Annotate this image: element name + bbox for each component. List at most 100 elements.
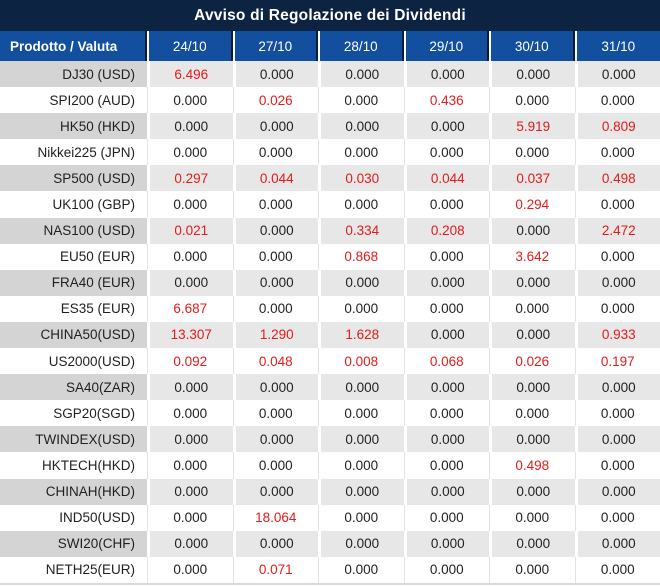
dividend-value-cell: 0.000 [232,243,318,270]
dividend-value-cell: 0.933 [574,321,660,349]
dividend-value-cell: 0.294 [489,191,575,218]
dividend-value-cell: 0.000 [147,478,233,505]
dividend-value-cell: 0.000 [232,374,318,401]
table-row: UK100 (GBP) 0.000 0.000 0.000 0.000 0.294 0.00… [0,191,660,218]
dividend-value-cell: 0.044 [232,165,318,192]
dividend-value-cell: 0.000 [318,113,404,140]
table-header-row: Prodotto / Valuta 24/10 27/10 28/10 29/10 30… [0,31,660,61]
table-row: SWI20(CHF) 0.000 0.000 0.000 0.000 0.000 0.000 [0,530,660,557]
dividend-value-cell: 0.000 [232,61,318,88]
dividend-value-cell: 0.000 [489,504,575,531]
dividend-value-cell: 0.000 [318,478,404,505]
table-row: Nikkei225 (JPN) 0.000 0.000 0.000 0.000 0.000… [0,139,660,166]
dividend-value-cell: 0.026 [232,87,318,114]
dividend-value-cell: 0.000 [574,426,660,453]
dividend-value-cell: 0.000 [232,113,318,140]
dividend-value-cell: 0.498 [574,165,660,192]
dividend-value-cell: 0.068 [403,348,489,375]
dividend-value-cell: 0.334 [318,217,404,244]
dividend-value-cell: 0.297 [147,165,233,192]
dividend-value-cell: 0.000 [574,478,660,505]
dividend-value-cell: 0.000 [489,478,575,505]
dividend-value-cell: 0.044 [403,165,489,192]
product-cell: SWI20(CHF) [0,530,147,557]
dividend-value-cell: 6.687 [147,295,233,322]
dividend-value-cell: 0.000 [232,295,318,322]
dividend-value-cell: 0.000 [403,400,489,427]
table-row: DJ30 (USD) 6.496 0.000 0.000 0.000 0.000 0.000 [0,61,660,88]
dividend-value-cell: 0.000 [232,217,318,244]
dividend-value-cell: 1.290 [232,321,318,349]
table-row: HKTECH(HKD) 0.000 0.000 0.000 0.000 0.498 0.00… [0,452,660,479]
dividend-value-cell: 0.000 [318,139,404,166]
dividend-value-cell: 0.000 [147,269,233,296]
dividend-value-cell: 1.628 [318,321,404,349]
dividend-value-cell: 0.000 [232,426,318,453]
dividend-value-cell: 0.000 [489,530,575,557]
product-cell: DJ30 (USD) [0,61,147,88]
dividend-value-cell: 0.000 [574,243,660,270]
dividend-value-cell: 3.642 [489,243,575,270]
table-row: ES35 (EUR) 6.687 0.000 0.000 0.000 0.000 0.000 [0,295,660,322]
dividend-value-cell: 0.000 [403,530,489,557]
dividend-value-cell: 0.436 [403,87,489,114]
date-column-header: 27/10 [232,31,318,61]
dividend-value-cell: 0.000 [318,61,404,88]
table-row: SGP20(SGD) 0.000 0.000 0.000 0.000 0.000 0.000 [0,400,660,427]
dividend-value-cell: 0.000 [147,556,233,583]
product-cell: SPI200 (AUD) [0,87,147,114]
product-cell: ES35 (EUR) [0,295,147,322]
product-cell: US2000(USD) [0,348,147,375]
dividend-value-cell: 2.472 [574,217,660,244]
dividend-value-cell: 0.000 [403,321,489,349]
date-column-header: 24/10 [147,31,233,61]
dividend-value-cell: 0.000 [232,452,318,479]
dividend-value-cell: 0.000 [318,452,404,479]
dividend-value-cell: 0.000 [147,504,233,531]
dividend-value-cell: 0.868 [318,243,404,270]
product-cell: SGP20(SGD) [0,400,147,427]
product-cell: NAS100 (USD) [0,217,147,244]
dividend-value-cell: 0.197 [574,348,660,375]
dividend-value-cell: 0.000 [574,400,660,427]
dividend-value-cell: 0.000 [318,269,404,296]
dividend-value-cell: 0.000 [574,269,660,296]
date-column-header: 28/10 [318,31,404,61]
dividend-value-cell: 0.000 [147,139,233,166]
table-row: SP500 (USD) 0.297 0.044 0.030 0.044 0.037 0.49… [0,165,660,192]
product-cell: NETH25(EUR) [0,556,147,583]
dividend-value-cell: 0.000 [318,504,404,531]
dividend-value-cell: 0.000 [232,269,318,296]
dividend-value-cell: 0.092 [147,348,233,375]
dividend-value-cell: 0.000 [147,87,233,114]
table-row: IND50(USD) 0.000 18.064 0.000 0.000 0.000 0.00… [0,504,660,531]
dividend-value-cell: 0.000 [318,87,404,114]
dividend-value-cell: 0.000 [318,556,404,583]
dividend-value-cell: 0.498 [489,452,575,479]
dividend-value-cell: 0.000 [232,139,318,166]
dividend-value-cell: 0.000 [403,478,489,505]
dividend-value-cell: 0.021 [147,217,233,244]
dividend-value-cell: 0.000 [574,87,660,114]
product-cell: HKTECH(HKD) [0,452,147,479]
dividend-value-cell: 0.000 [232,478,318,505]
dividend-value-cell: 0.000 [318,295,404,322]
product-cell: CHINAH(HKD) [0,478,147,505]
dividend-value-cell: 0.000 [489,217,575,244]
dividend-value-cell: 0.000 [489,400,575,427]
dividend-value-cell: 0.000 [489,87,575,114]
dividend-value-cell: 0.000 [574,191,660,218]
dividend-value-cell: 0.000 [147,452,233,479]
dividend-value-cell: 0.000 [489,295,575,322]
product-cell: CHINA50(USD) [0,321,147,349]
dividends-table: Prodotto / Valuta 24/10 27/10 28/10 29/10 30… [0,31,660,583]
dividend-value-cell: 0.000 [147,113,233,140]
dividend-value-cell: 0.000 [574,504,660,531]
dividend-value-cell: 0.809 [574,113,660,140]
table-row: TWINDEX(USD) 0.000 0.000 0.000 0.000 0.000 0.0… [0,426,660,453]
product-cell: SA40(ZAR) [0,374,147,401]
dividend-value-cell: 0.000 [318,426,404,453]
dividend-value-cell: 5.919 [489,113,575,140]
product-cell: UK100 (GBP) [0,191,147,218]
dividend-value-cell: 0.000 [318,400,404,427]
